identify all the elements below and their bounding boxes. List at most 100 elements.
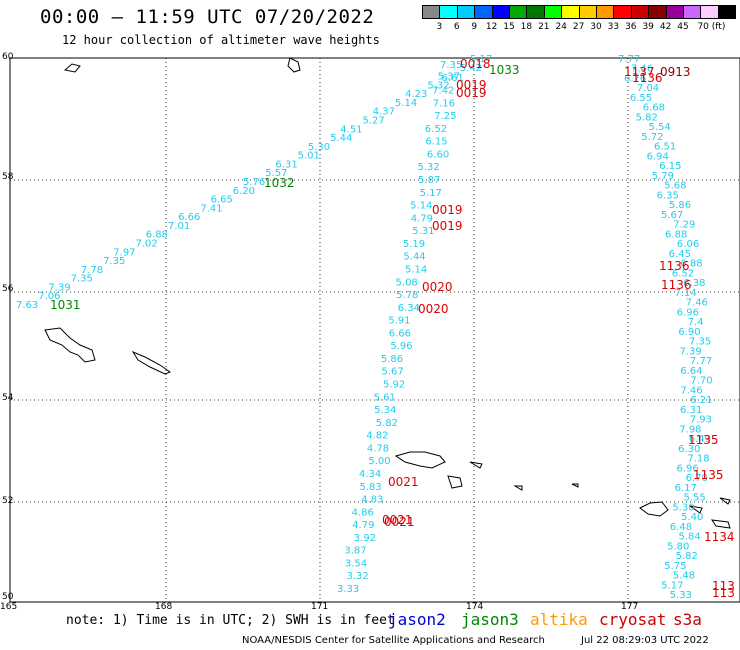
swh-label: 4.82	[366, 431, 388, 442]
scale-label: 45	[677, 22, 689, 32]
swh-label: 5.67	[661, 210, 683, 221]
time-label: 0019	[456, 78, 487, 92]
swh-label: 5.32	[417, 162, 439, 173]
time-label: 0020	[422, 280, 453, 294]
legend-s3a: s3a	[673, 610, 702, 629]
swh-label: 5.76	[243, 177, 265, 188]
time-label: 0021	[382, 513, 413, 527]
swh-label: 5.80	[667, 541, 689, 552]
time-label: 1033	[489, 63, 520, 77]
map-frame	[9, 57, 740, 603]
footnote: note: 1) Time is in UTC; 2) SWH is in fe…	[66, 613, 395, 628]
swh-label: 5.75	[664, 561, 686, 572]
swh-label: 6.17	[675, 483, 697, 494]
swh-label: 5.17	[470, 54, 492, 65]
scale-label: 12	[485, 22, 498, 32]
swh-label: 7.06	[38, 291, 60, 302]
swh-label: 5.08	[396, 277, 418, 288]
swh-label: 5.68	[664, 181, 686, 192]
scale-label: 39	[642, 22, 654, 32]
swh-label: 5.79	[652, 171, 674, 182]
lon-label-165: 165	[0, 602, 18, 612]
swh-label: 6.88	[146, 230, 168, 241]
swh-label: 5.17	[420, 188, 442, 199]
time-label: 113	[712, 586, 735, 600]
swh-label: 5.83	[360, 482, 382, 493]
swh-label: 7.93	[690, 415, 712, 426]
coastline	[394, 451, 446, 469]
swh-label: 6.66	[389, 328, 411, 339]
time-label: 1135	[688, 433, 719, 447]
lon-label-168: 168	[155, 602, 173, 612]
swh-label: 6.66	[178, 212, 200, 223]
swh-label: 6.49	[689, 434, 711, 445]
swh-label: 6.52	[672, 268, 694, 279]
swh-label: 5.91	[388, 316, 410, 327]
swh-label: 6.94	[647, 151, 669, 162]
swh-label: 5.54	[648, 122, 670, 133]
coastline	[513, 485, 523, 491]
swh-label: 5.01	[298, 151, 320, 162]
coastline	[131, 350, 172, 375]
swh-label: 6.55	[630, 93, 652, 104]
swh-label: 6.20	[233, 186, 255, 197]
swh-label: 5.17	[661, 580, 683, 591]
coastline	[571, 483, 579, 488]
swh-label: 7.39	[48, 282, 70, 293]
swh-label: 5.40	[681, 512, 703, 523]
swh-label: 7.35	[103, 256, 125, 267]
legend-altika: altika	[530, 610, 588, 629]
scale-label: 9	[471, 22, 478, 32]
time-label: 0019	[432, 203, 463, 217]
time-label: 1136	[632, 71, 663, 85]
swh-label: 6.88	[665, 229, 687, 240]
swh-label: 6.65	[211, 195, 233, 206]
swh-label: 5.48	[673, 571, 695, 582]
swh-label: 4.37	[373, 107, 395, 118]
coastline	[639, 501, 669, 517]
swh-label: 6.38	[683, 278, 705, 289]
map-subtitle: 12 hour collection of altimeter wave hei…	[62, 33, 380, 47]
swh-label: 4.51	[340, 124, 362, 135]
scale-label: 30	[590, 22, 602, 32]
swh-label: 4.86	[352, 507, 374, 518]
time-label: 0019	[432, 219, 463, 233]
swh-label: 3.33	[337, 584, 359, 595]
time-label: 0021	[388, 475, 419, 489]
swh-label: 7.42	[432, 86, 454, 97]
coastline	[44, 327, 96, 363]
map-title: 00:00 – 11:59 UTC 07/20/2022	[40, 6, 375, 28]
swh-label: 7.14	[675, 288, 697, 299]
swh-label: 5.30	[308, 142, 330, 153]
swh-label: 6.34	[398, 303, 420, 314]
lat-label-60: 60	[2, 52, 14, 62]
coastline	[719, 497, 731, 505]
swh-label: 6.15	[425, 137, 447, 148]
swh-label: 5.00	[368, 456, 390, 467]
swh-label: 7.70	[690, 376, 712, 387]
swh-label: 4.23	[405, 89, 427, 100]
swh-label: 5.32	[427, 80, 449, 91]
swh-label: 5.19	[403, 239, 425, 250]
swh-label: 6.90	[678, 327, 700, 338]
swh-label: 7.35	[689, 337, 711, 348]
coastline	[469, 461, 483, 469]
time-label: 0020	[418, 302, 449, 316]
lat-label-56: 56	[2, 284, 14, 294]
scale-label: 15	[503, 22, 515, 32]
swh-label: 6.35	[657, 190, 679, 201]
swh-label: 7.35	[71, 274, 93, 285]
scale-label: 24	[555, 22, 567, 32]
swh-label: 6.51	[654, 142, 676, 153]
swh-label: 6.64	[680, 366, 702, 377]
swh-label: 4.34	[359, 469, 381, 480]
lon-label-171: 171	[311, 602, 329, 612]
swh-label: 7.63	[16, 300, 38, 311]
time-label: 1136	[661, 278, 692, 292]
swh-label: 5.67	[381, 367, 403, 378]
time-label: 0018	[460, 57, 491, 71]
swh-label: 5.87	[418, 175, 440, 186]
swh-label: 5.34	[374, 405, 396, 416]
swh-label: 5.37	[438, 72, 460, 83]
